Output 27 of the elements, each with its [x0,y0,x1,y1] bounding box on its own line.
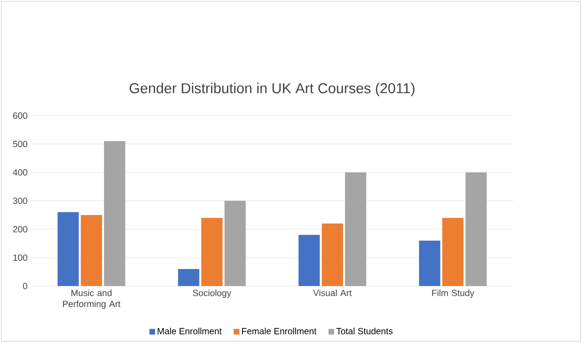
bar [104,141,126,286]
y-tick-label: 100 [13,254,28,261]
bar [224,200,246,286]
bar [58,212,79,286]
bar [345,172,366,286]
legend-label: Total Students [336,328,393,334]
y-tick-label: 400 [12,169,28,176]
x-tick-label: Music and Performing Art [63,290,120,310]
bar [80,215,102,286]
legend-label: Male Enrollment [158,328,222,334]
bar [298,235,320,286]
y-tick-label: 600 [13,112,28,119]
x-tick-label: Sociology [192,290,232,298]
y-tick-label: 500 [13,140,28,148]
bar [465,172,487,286]
y-tick-label: 300 [13,198,28,204]
x-tick-label: Visual Art [313,290,352,296]
x-tick-label: Film Study [432,290,474,298]
bar [201,218,223,286]
y-tick-label: 200 [13,226,28,233]
bar [322,224,344,286]
bar [419,240,440,286]
chart-title: Gender Distribution in UK Art Courses (2011) [130,82,414,96]
bar [178,269,200,286]
y-tick-label: 0 [23,283,28,290]
legend-label: Female Enrollment [242,328,316,334]
bar [442,218,464,286]
